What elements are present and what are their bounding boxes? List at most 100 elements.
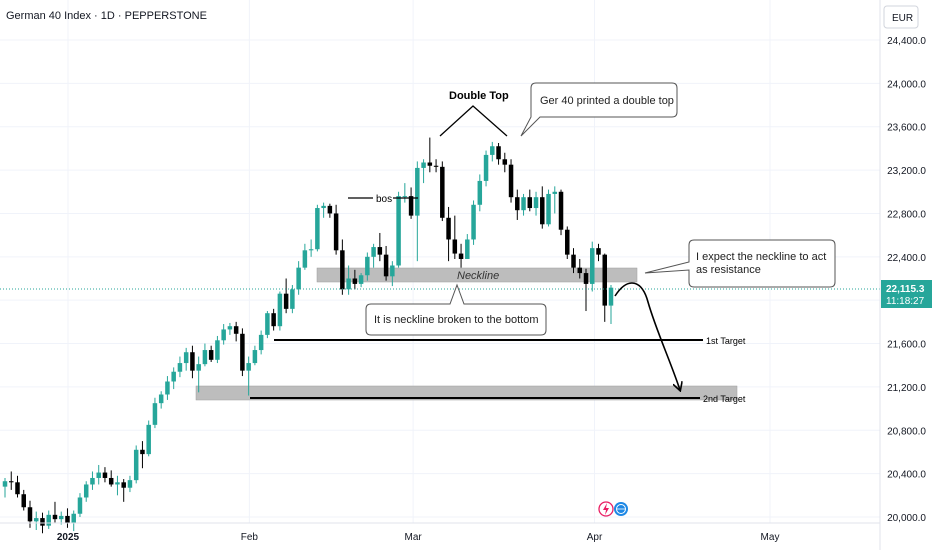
candle bbox=[140, 441, 145, 469]
candle-body bbox=[221, 329, 226, 341]
candle bbox=[121, 479, 126, 502]
candle bbox=[577, 258, 583, 279]
candle bbox=[408, 187, 414, 219]
candle bbox=[65, 508, 70, 528]
candle-body bbox=[196, 364, 201, 371]
target-2-zone[interactable] bbox=[195, 385, 738, 401]
candle-body bbox=[152, 403, 158, 425]
candle bbox=[177, 356, 183, 378]
candle-body bbox=[27, 507, 33, 522]
candle-body bbox=[2, 481, 8, 487]
double-top-label: Double Top bbox=[449, 90, 509, 102]
candle bbox=[508, 159, 514, 203]
candle bbox=[146, 420, 151, 457]
candle bbox=[446, 206, 451, 262]
candle-body bbox=[46, 514, 51, 526]
candle bbox=[58, 511, 64, 525]
candle-body bbox=[502, 159, 508, 165]
candle-body bbox=[40, 518, 45, 526]
candle bbox=[521, 193, 526, 216]
neckline-zone[interactable] bbox=[316, 267, 638, 283]
candle-body bbox=[296, 267, 301, 290]
time-tick-label: 2025 bbox=[57, 532, 80, 543]
candle bbox=[202, 343, 208, 367]
price-badge[interactable] bbox=[881, 280, 932, 308]
candle-body bbox=[546, 193, 551, 225]
candle-body bbox=[77, 497, 83, 514]
candle bbox=[252, 345, 258, 366]
target-1-label: 1st Target bbox=[706, 336, 746, 346]
candle-body bbox=[602, 254, 608, 306]
time-axis: 2025 Feb Mar Apr May bbox=[57, 532, 780, 543]
candle-body bbox=[590, 248, 595, 284]
candle bbox=[402, 183, 408, 203]
candle bbox=[46, 510, 51, 529]
candle-body bbox=[427, 162, 433, 166]
price-tick-label: 23,600.0 bbox=[887, 123, 926, 134]
candle-body bbox=[121, 482, 126, 488]
candle bbox=[458, 243, 464, 268]
candle bbox=[152, 397, 158, 429]
candle-body bbox=[215, 340, 220, 360]
candle-body bbox=[183, 352, 189, 364]
candle bbox=[90, 471, 95, 490]
candle-body bbox=[83, 484, 89, 498]
candle-body bbox=[340, 250, 345, 290]
candle bbox=[83, 481, 89, 502]
candle-body bbox=[327, 205, 333, 214]
candle-body bbox=[258, 334, 264, 351]
time-tick-label: Feb bbox=[241, 532, 259, 543]
candle-body bbox=[240, 333, 245, 371]
candle bbox=[33, 511, 39, 531]
time-tick-label: May bbox=[761, 532, 780, 543]
candle-body bbox=[540, 197, 545, 225]
candle-body bbox=[408, 196, 414, 216]
price-tick-label: 21,200.0 bbox=[887, 383, 926, 394]
candle-body bbox=[308, 249, 314, 251]
candle bbox=[427, 137, 433, 173]
candle-body bbox=[8, 481, 14, 483]
candle bbox=[227, 322, 233, 335]
candle bbox=[533, 191, 539, 216]
price-tick-label: 24,400.0 bbox=[887, 36, 926, 47]
candle-body bbox=[52, 514, 58, 520]
candle-body bbox=[483, 154, 489, 181]
candle bbox=[265, 311, 270, 339]
candle-body bbox=[521, 197, 526, 211]
candle-body bbox=[446, 217, 451, 240]
candle-body bbox=[433, 165, 439, 167]
price-tick-label: 20,800.0 bbox=[887, 426, 926, 437]
candle-body bbox=[65, 515, 70, 524]
callout-bottom-box[interactable] bbox=[365, 283, 547, 336]
price-tick-label: 20,400.0 bbox=[887, 470, 926, 481]
candle-body bbox=[533, 197, 539, 209]
candle-body bbox=[302, 250, 308, 268]
time-tick-label: Mar bbox=[405, 532, 423, 543]
price-badge-value: 22,115.3 bbox=[886, 284, 925, 295]
candle-body bbox=[415, 167, 420, 216]
candle bbox=[502, 152, 508, 173]
candle-body bbox=[233, 326, 239, 334]
candle-body bbox=[358, 275, 364, 284]
candle bbox=[215, 335, 220, 364]
candle-body bbox=[246, 363, 251, 371]
double-top-lines bbox=[439, 105, 508, 137]
candle-body bbox=[277, 293, 283, 327]
candle bbox=[352, 269, 358, 290]
candle bbox=[258, 330, 264, 355]
price-axis[interactable] bbox=[880, 0, 932, 550]
candle-body bbox=[477, 180, 483, 205]
callout-top-box[interactable] bbox=[520, 82, 678, 137]
candle bbox=[2, 477, 8, 498]
candle-body bbox=[165, 381, 170, 395]
candle bbox=[540, 186, 545, 229]
candle bbox=[452, 215, 458, 259]
currency-box[interactable] bbox=[883, 5, 919, 29]
candle-body bbox=[333, 213, 339, 251]
candle bbox=[383, 245, 389, 281]
candle bbox=[558, 189, 564, 236]
callout-right-box[interactable] bbox=[644, 239, 836, 288]
events-icons[interactable] bbox=[598, 501, 628, 517]
candle-body bbox=[208, 350, 214, 360]
